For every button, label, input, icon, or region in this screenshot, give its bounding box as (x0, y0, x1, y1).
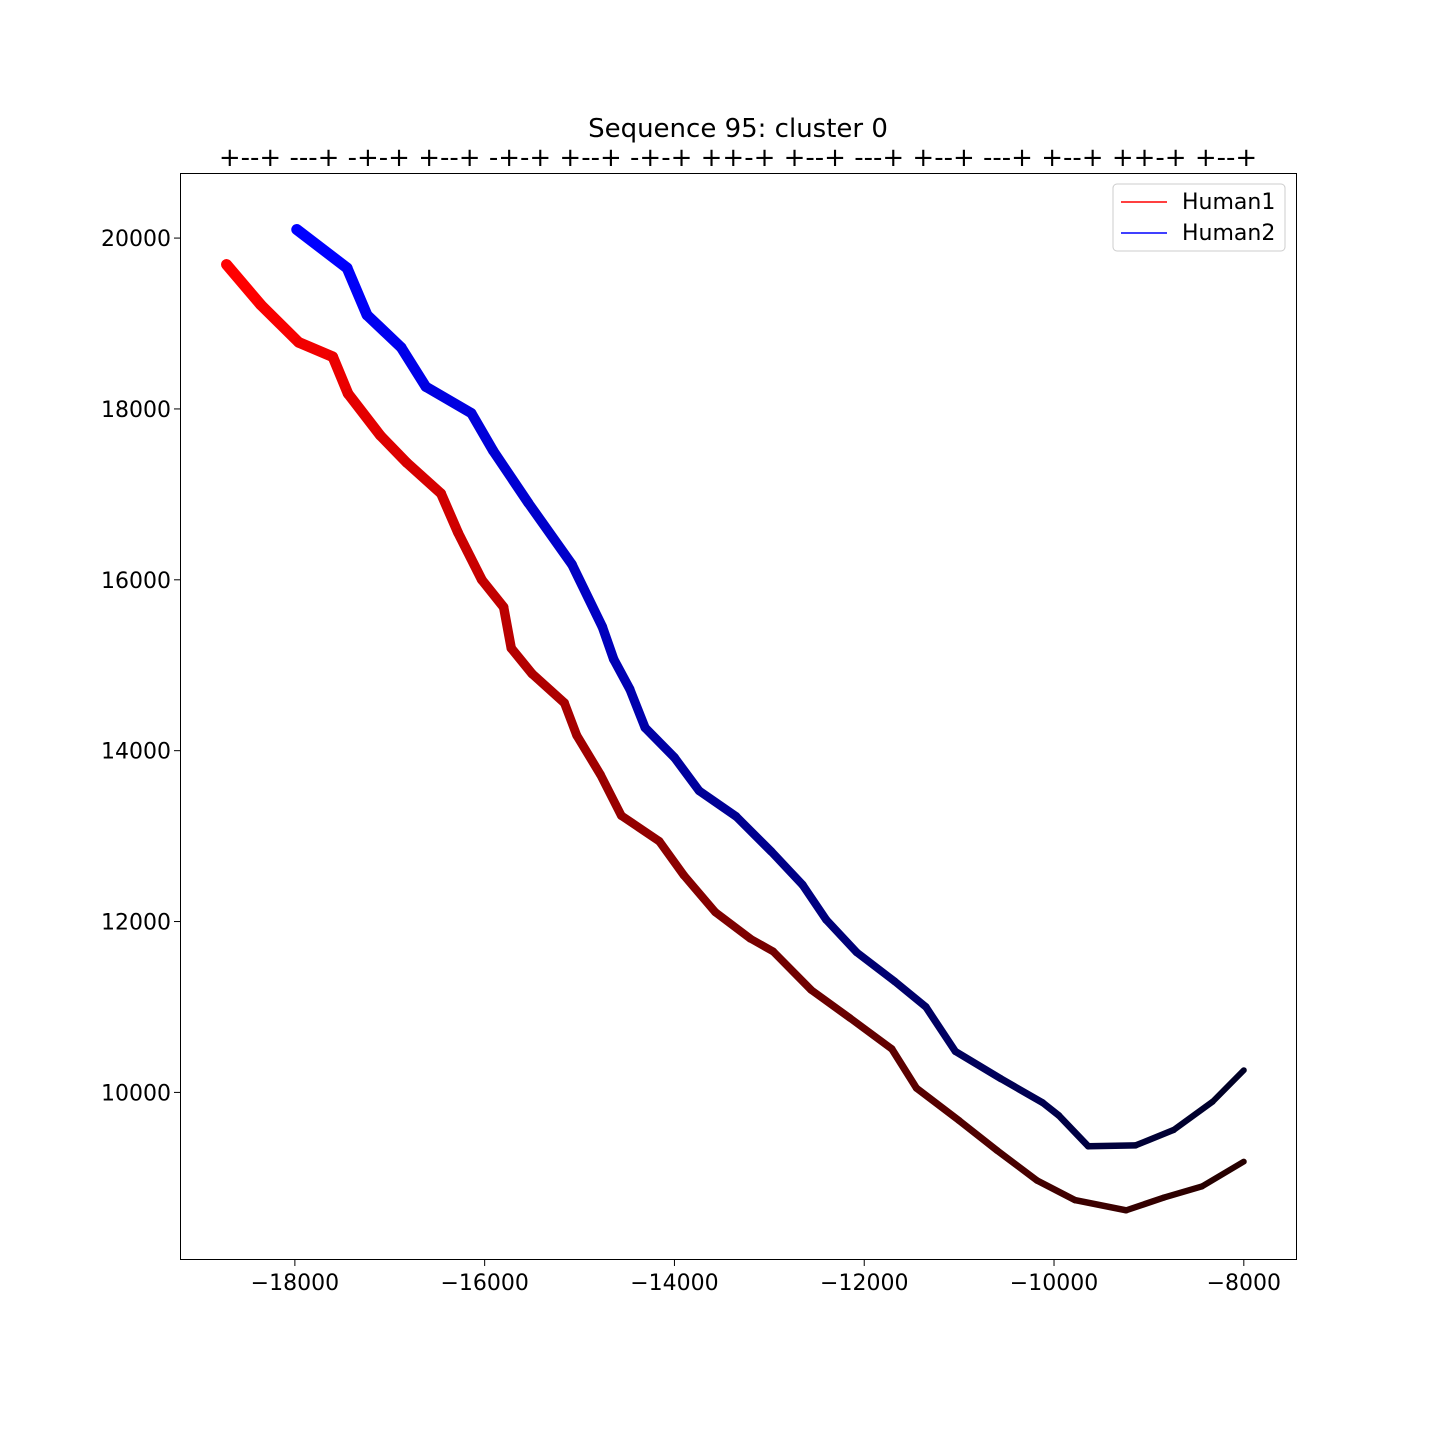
series-human2-segment (341, 262, 373, 321)
series-human2-segment (670, 753, 704, 796)
series-human2-segment (466, 408, 499, 456)
series-human2-segment (395, 342, 432, 392)
series-human2 (291, 224, 1247, 1150)
series-human2-segment (1132, 1126, 1177, 1149)
series-human1-segment (1071, 1196, 1130, 1214)
series-human1-segment (655, 837, 689, 880)
legend-box (1112, 183, 1286, 252)
series-human2-segment (767, 847, 807, 889)
x-tick-label: −14000 (630, 1271, 718, 1296)
series-human2-segment (694, 786, 741, 821)
series-human2-segment (731, 812, 776, 856)
series-human1-segment (375, 430, 412, 468)
series-human1-segment (559, 698, 582, 740)
x-axis-ticks: −18000 −16000 −14000 −12000 −10000 −8000 (251, 1259, 1281, 1296)
series-human2-segment (1055, 1112, 1092, 1150)
series-human1-segment (617, 811, 664, 846)
series-human2-segment (997, 1075, 1047, 1107)
series-human2-segment (609, 654, 635, 694)
series-human2-segment (488, 445, 534, 508)
y-tick-label: 18000 (101, 398, 171, 423)
series-human1-segment (912, 1084, 963, 1125)
series-layer (221, 224, 1247, 1214)
series-human2-segment (625, 684, 650, 733)
series-human1-segment (679, 871, 720, 917)
legend: Human1 Human2 (1112, 183, 1286, 252)
legend-label-human1: Human1 (1182, 190, 1275, 215)
series-human1-segment (453, 527, 487, 585)
y-tick-label: 12000 (101, 911, 171, 936)
series-human1 (221, 259, 1247, 1214)
series-human1-segment (342, 388, 386, 441)
series-human1-segment (255, 299, 305, 348)
series-human2-segment (1039, 1099, 1063, 1119)
series-human2-segment (1084, 1142, 1139, 1150)
series-human1-segment (401, 457, 447, 499)
series-human1-segment (955, 1117, 1001, 1154)
series-human2-segment (640, 723, 679, 762)
x-tick-label: −18000 (251, 1271, 339, 1296)
chart-title: Sequence 95: cluster 0 (588, 114, 888, 144)
y-tick-label: 16000 (101, 569, 171, 594)
legend-label-human2: Human2 (1182, 221, 1275, 246)
series-human1-segment (477, 575, 509, 612)
series-human2-segment (822, 915, 861, 957)
series-human1-segment (769, 947, 815, 994)
series-human1-segment (327, 351, 354, 399)
series-human1-segment (572, 730, 605, 779)
series-human1-segment (807, 986, 854, 1022)
series-human2-segment (361, 309, 407, 353)
y-tick-label: 20000 (101, 227, 171, 252)
series-human2-segment (597, 622, 619, 664)
x-tick-label: −12000 (820, 1271, 908, 1296)
x-tick-label: −10000 (1010, 1271, 1098, 1296)
series-human1-segment (888, 1045, 921, 1092)
series-human2-segment (798, 880, 831, 924)
series-human2-segment (420, 381, 477, 419)
series-human1-segment (1199, 1158, 1247, 1190)
x-tick-label: −8000 (1207, 1271, 1281, 1296)
chart-subtitle: +--+ ---+ -+-+ +--+ -+-+ +--+ -+-+ ++-+ … (219, 143, 1257, 173)
series-human2-segment (291, 224, 353, 274)
series-human2-segment (567, 559, 608, 632)
y-tick-label: 10000 (101, 1081, 171, 1106)
series-human1-segment (1161, 1183, 1206, 1201)
series-human2-segment (951, 1047, 1005, 1083)
series-human1-segment (1033, 1177, 1079, 1204)
plot-frame (180, 173, 1297, 1260)
series-human1-segment (506, 643, 537, 679)
series-human1-segment (498, 602, 516, 653)
y-tick-label: 14000 (101, 740, 171, 765)
series-human1-segment (711, 908, 755, 943)
x-tick-label: −16000 (440, 1271, 528, 1296)
y-axis-ticks: 10000 12000 14000 16000 18000 20000 (101, 227, 181, 1106)
series-human1-segment (746, 934, 778, 956)
series-human2-segment (1170, 1098, 1216, 1134)
series-human1-segment (993, 1147, 1041, 1184)
series-human2-segment (523, 498, 577, 570)
series-human1-segment (596, 770, 626, 820)
series-human1-segment (436, 488, 464, 538)
series-human1-segment (1122, 1194, 1168, 1214)
series-human1-segment (293, 336, 339, 363)
series-human1-segment (846, 1014, 896, 1053)
series-human2-segment (890, 977, 930, 1011)
series-human1-segment (527, 669, 569, 708)
series-human1-segment (221, 259, 267, 311)
series-human2-segment (852, 948, 899, 986)
series-human2-segment (922, 1003, 960, 1056)
series-human2-segment (1209, 1067, 1247, 1105)
